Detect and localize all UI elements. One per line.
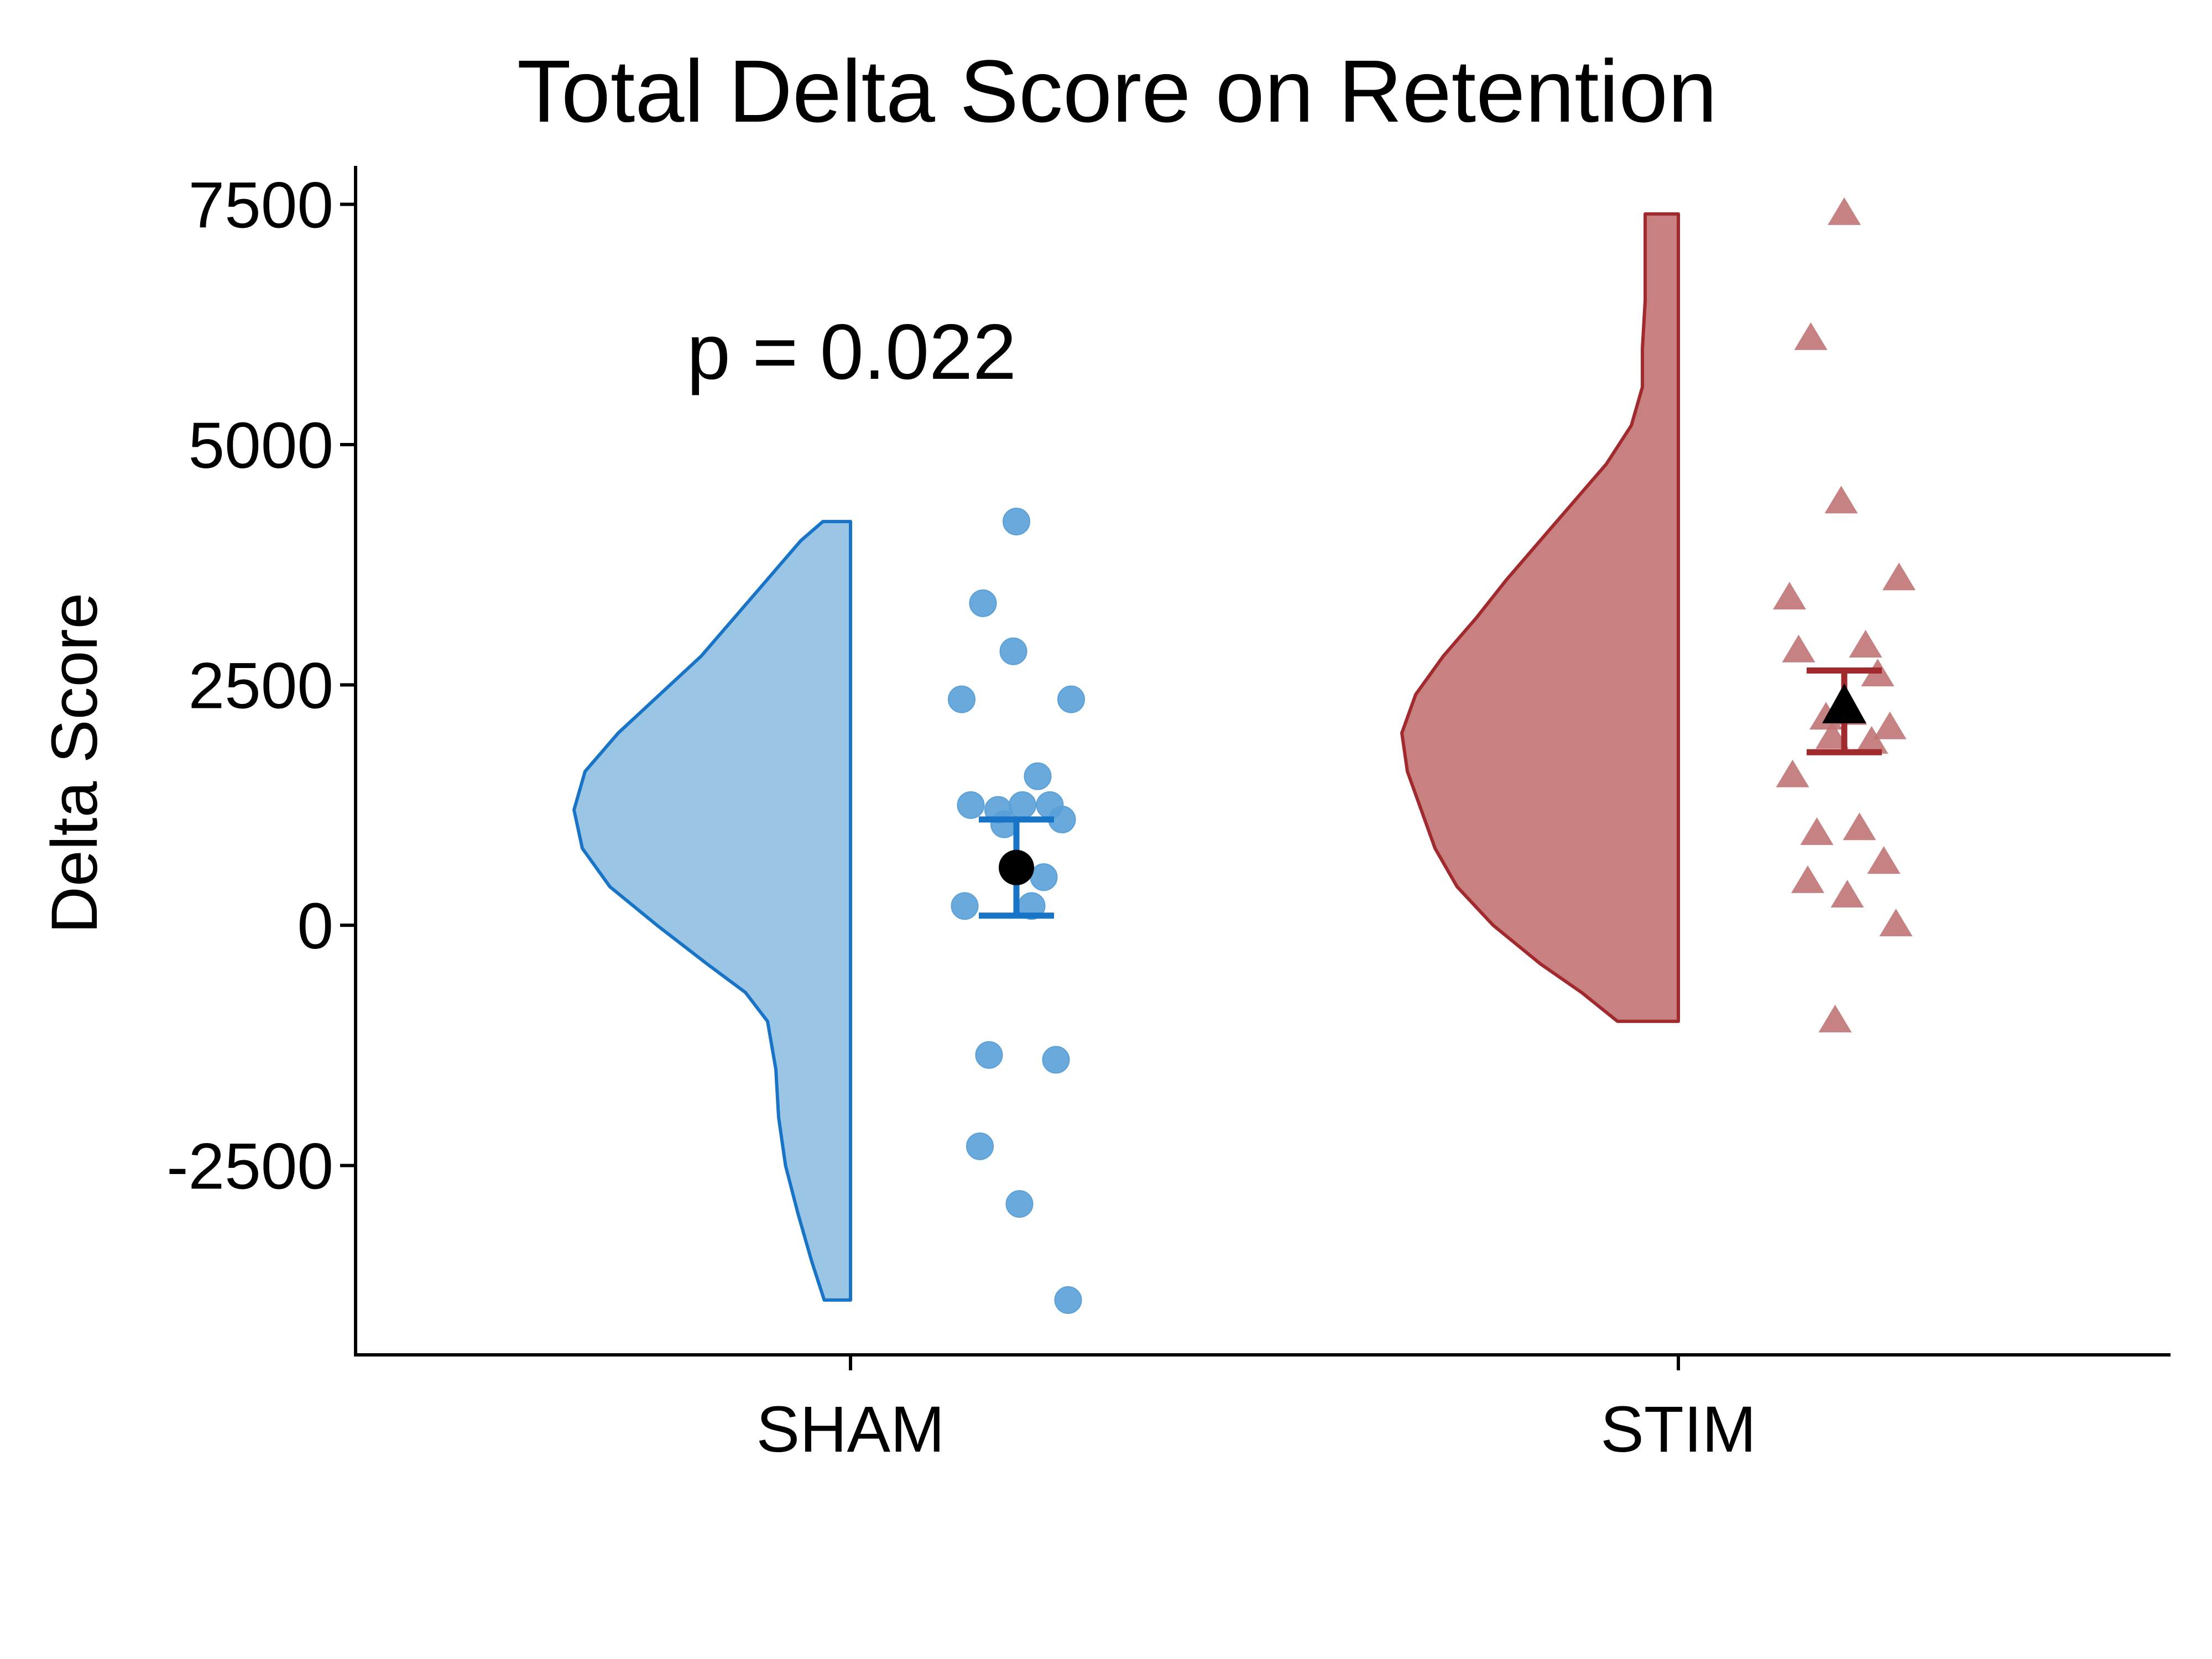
y-axis-title: Delta Score <box>38 593 111 934</box>
y-tick-label: 7500 <box>188 169 333 242</box>
sham-data-point <box>1005 1190 1034 1218</box>
stim-data-point <box>1776 759 1809 787</box>
sham-half-violin <box>572 520 852 1302</box>
stim-data-point <box>1773 582 1806 610</box>
stim-data-point <box>1867 846 1901 874</box>
stim-half-violin <box>1400 212 1680 1023</box>
stim-mean-marker <box>1822 684 1866 724</box>
sham-data-point <box>1042 1046 1070 1074</box>
stim-data-point <box>1828 197 1861 225</box>
stim-data-point <box>1791 865 1824 893</box>
sham-data-point <box>1003 508 1030 536</box>
sham-data-point <box>951 892 979 920</box>
sham-mean-marker <box>999 849 1034 885</box>
stim-data-point <box>1824 486 1858 514</box>
stim-data-point <box>1849 630 1882 658</box>
p-value-annotation: p = 0.022 <box>687 308 1016 396</box>
sham-data-point <box>957 791 985 819</box>
sham-data-point <box>948 685 975 713</box>
stim-data-point <box>1800 817 1834 845</box>
sham-data-point <box>1054 1286 1082 1314</box>
sham-data-point <box>999 637 1027 665</box>
x-tick-label: STIM <box>1600 1393 1756 1466</box>
stim-data-point <box>1815 721 1849 749</box>
stim-data-point <box>1782 634 1815 662</box>
stim-data-point <box>1830 879 1864 907</box>
y-tick-label: 2500 <box>188 650 333 723</box>
stim-data-point <box>1879 909 1913 937</box>
sham-data-point <box>1057 685 1085 713</box>
sham-data-point <box>975 1041 1003 1069</box>
chart-title: Total Delta Score on Retention <box>517 41 1717 140</box>
y-tick-label: 5000 <box>188 409 333 482</box>
stim-data-point <box>1882 562 1916 591</box>
stim-data-point <box>1855 726 1888 754</box>
sham-data-point <box>969 589 997 617</box>
stim-data-point <box>1843 812 1876 841</box>
x-tick-label: SHAM <box>757 1393 945 1466</box>
sham-data-point <box>1024 762 1052 790</box>
sham-data-point <box>966 1132 994 1160</box>
y-tick-label: -2500 <box>166 1130 333 1203</box>
sham-data-point <box>1030 863 1058 891</box>
stim-data-point <box>1794 322 1828 350</box>
plot-area: -2500 0 2500 5000 7500 SHAM STIM <box>166 166 2171 1466</box>
y-tick-label: 0 <box>297 890 333 963</box>
stim-data-point <box>1873 711 1907 739</box>
stim-data-point <box>1818 1004 1852 1032</box>
